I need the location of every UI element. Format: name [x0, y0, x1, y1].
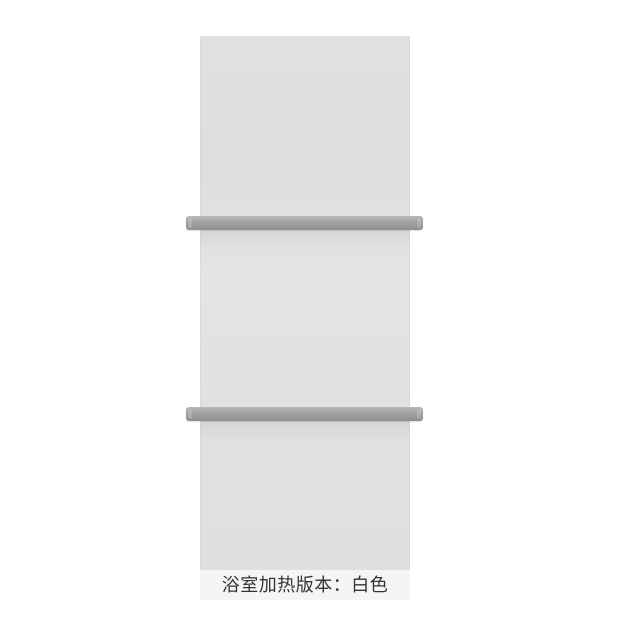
towel-bar-top [186, 216, 423, 230]
product-caption: 浴室加热版本：白色 [221, 575, 389, 596]
bar-shadow-bottom [200, 421, 410, 443]
towel-bar-bottom [186, 407, 423, 421]
caption-strip [200, 570, 410, 600]
bar-shadow-top [200, 230, 410, 252]
radiator-panel [200, 36, 410, 570]
